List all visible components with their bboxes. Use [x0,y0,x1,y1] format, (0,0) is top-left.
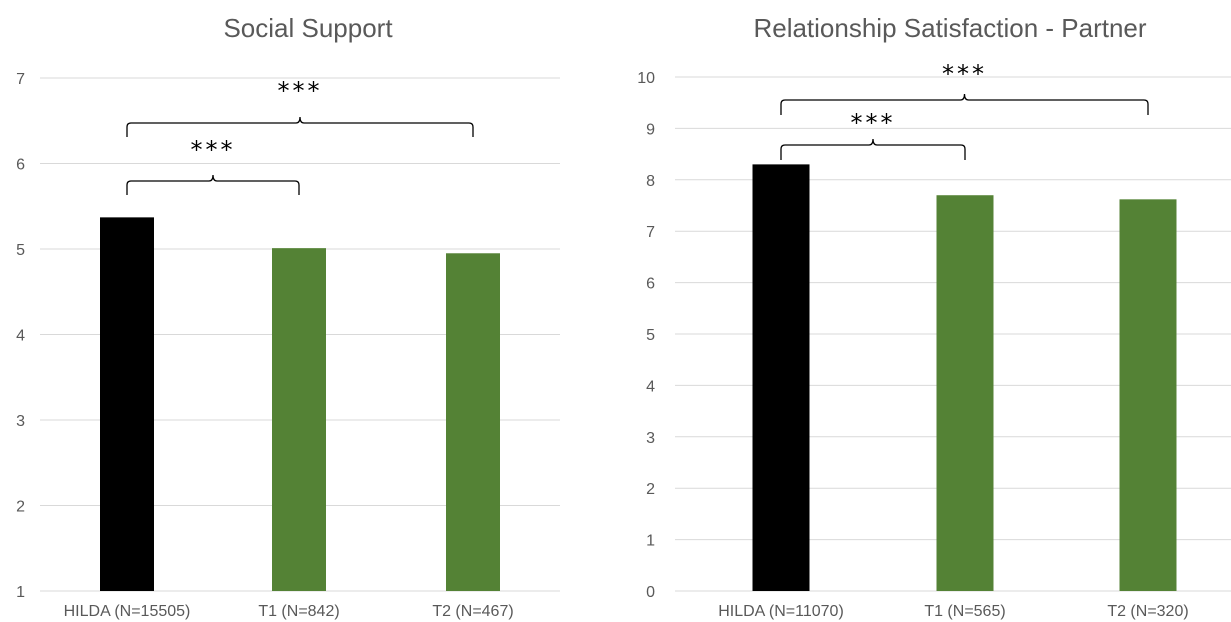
y-tick-label: 4 [16,328,25,345]
y-tick-label: 5 [646,327,655,344]
chart-title: Social Support [223,13,393,43]
social-support-chart: Social Support 1 2 3 4 5 6 7 HILDA (N=15505) T1 … [16,13,560,620]
x-tick-label: T2 (N=320) [1107,603,1188,620]
significance-bracket [126,174,300,195]
y-tick-label: 1 [16,584,25,601]
significance-bracket [780,138,966,160]
y-tick-label: 7 [16,71,25,88]
significance-label: *** [851,109,896,137]
significance-label: *** [278,77,323,105]
relationship-satisfaction-chart: Relationship Satisfaction - Partner 0 1 2 3… [637,13,1231,620]
significance-label: *** [191,136,236,164]
y-tick-label: 7 [646,224,655,241]
x-tick-label: HILDA (N=15505) [64,603,191,620]
y-tick-label: 2 [646,481,655,498]
y-tick-label: 0 [646,584,655,601]
significance-label: *** [942,60,987,88]
x-tick-label: HILDA (N=11070) [718,603,844,620]
bar [446,253,500,591]
significance-bracket [126,116,474,137]
y-tick-label: 3 [16,413,25,430]
x-tick-label: T2 (N=467) [432,603,513,620]
y-tick-label: 9 [646,121,655,138]
y-tick-label: 3 [646,430,655,447]
y-tick-label: 4 [646,378,655,395]
bar [936,195,994,591]
y-tick-label: 6 [16,157,25,174]
bar [1119,199,1177,591]
chart-title: Relationship Satisfaction - Partner [753,13,1146,43]
y-tick-label: 5 [16,242,25,259]
bar [752,164,810,591]
y-tick-label: 1 [646,533,655,550]
y-tick-label: 10 [637,70,655,87]
bar [272,248,326,591]
bar [100,217,154,592]
y-tick-label: 6 [646,276,655,293]
significance-bracket [780,93,1149,115]
y-tick-label: 8 [646,173,655,190]
x-tick-label: T1 (N=565) [924,603,1005,620]
x-tick-label: T1 (N=842) [258,603,339,620]
y-tick-label: 2 [16,499,25,516]
